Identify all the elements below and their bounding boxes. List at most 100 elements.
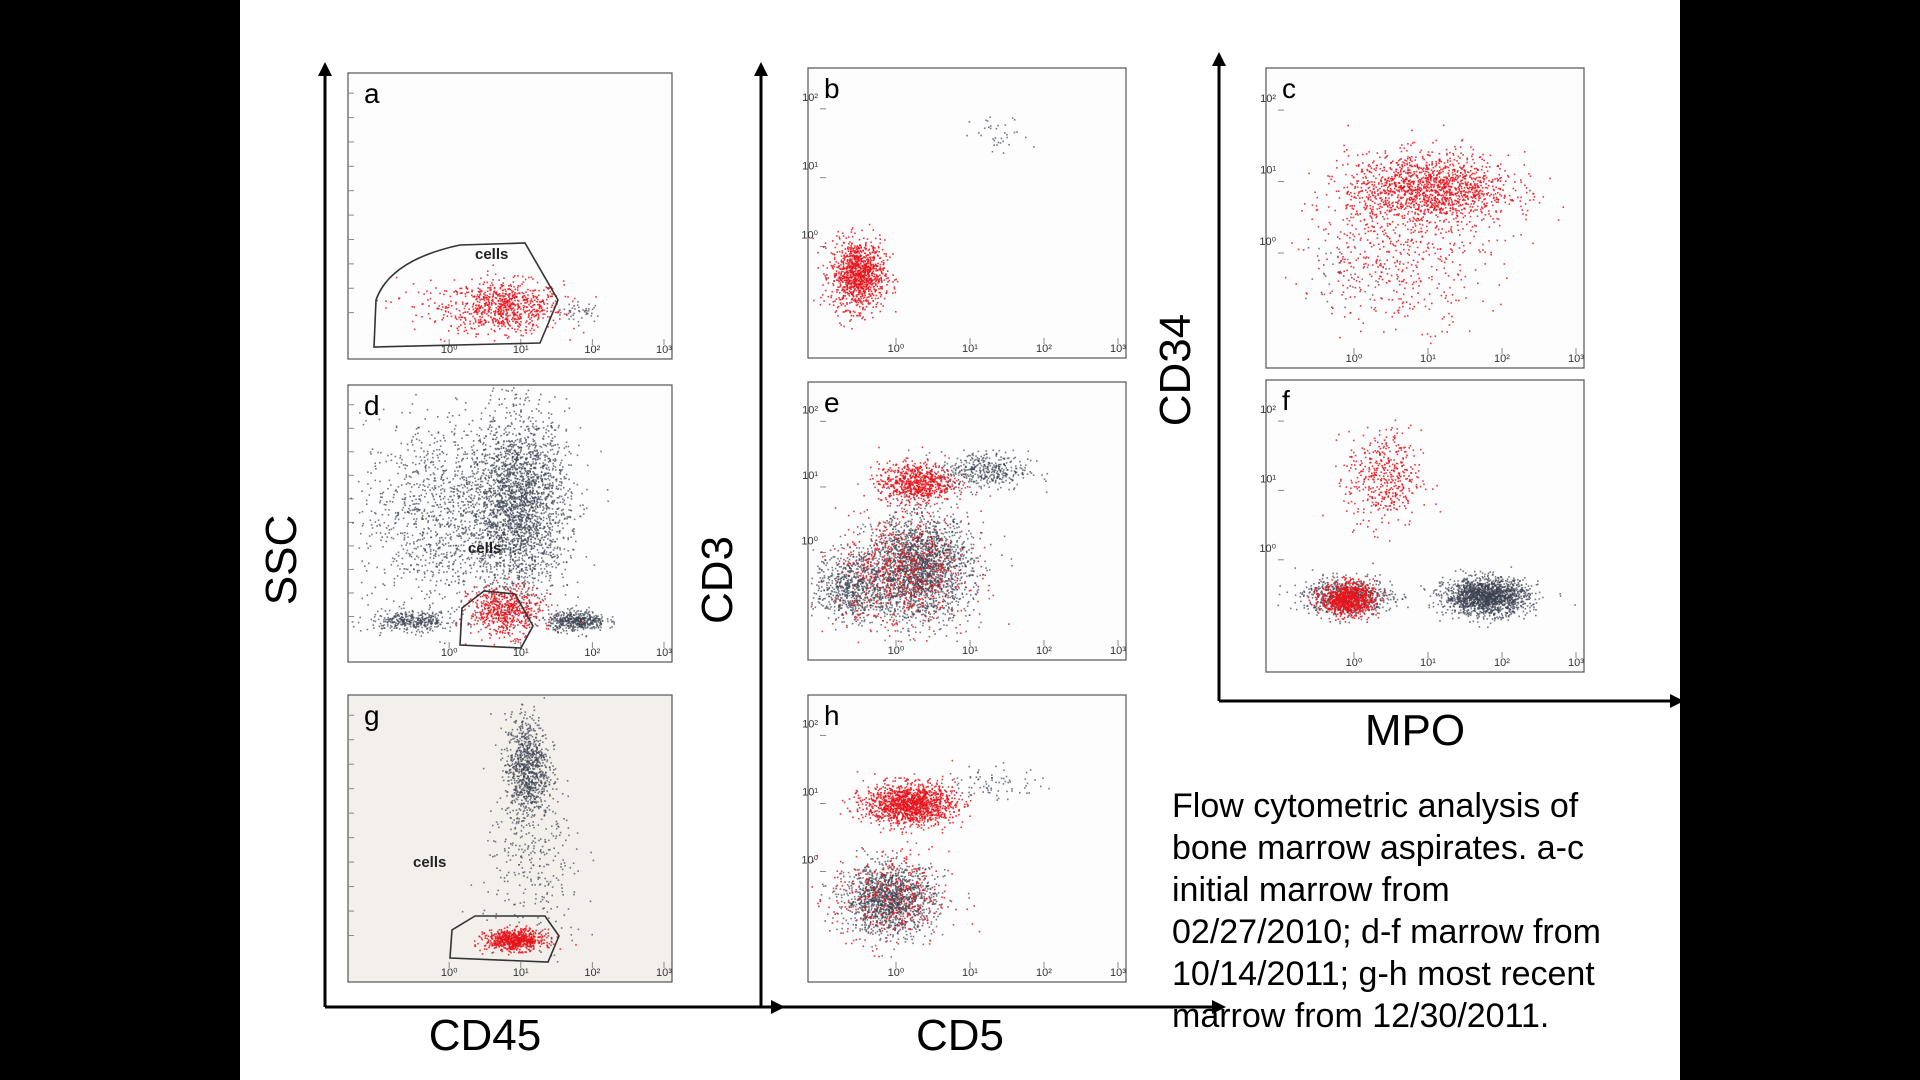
event-dot xyxy=(522,297,524,299)
event-dot xyxy=(523,281,525,283)
event-dot xyxy=(1433,247,1435,249)
event-dot xyxy=(1409,157,1411,159)
event-dot xyxy=(857,273,859,275)
event-dot xyxy=(1456,160,1458,162)
event-dot xyxy=(548,475,550,477)
event-dot xyxy=(1389,183,1391,185)
event-dot xyxy=(595,305,597,307)
event-dot xyxy=(1455,148,1457,150)
event-dot xyxy=(1445,207,1447,209)
event-dot xyxy=(855,301,857,303)
event-dot xyxy=(522,502,524,504)
panel-c-letter: c xyxy=(1282,73,1296,104)
event-dot xyxy=(467,302,469,304)
event-dot xyxy=(551,477,553,479)
event-dot xyxy=(481,321,483,323)
event-dot xyxy=(1465,196,1467,198)
event-dot xyxy=(832,291,834,293)
event-dot xyxy=(1329,222,1331,224)
event-dot xyxy=(1444,204,1446,206)
event-dot xyxy=(1413,282,1415,284)
event-dot xyxy=(1369,274,1371,276)
event-dot xyxy=(536,426,538,428)
event-dot xyxy=(1372,191,1374,193)
event-dot xyxy=(1465,276,1467,278)
event-dot xyxy=(1367,267,1369,269)
event-dot xyxy=(1438,283,1440,285)
event-dot xyxy=(538,457,540,459)
event-dot xyxy=(1428,211,1430,213)
event-dot xyxy=(1393,214,1395,216)
event-dot xyxy=(1357,195,1359,197)
event-dot xyxy=(505,302,507,304)
event-dot xyxy=(517,505,519,507)
event-dot xyxy=(473,445,475,447)
event-dot xyxy=(853,250,855,252)
event-dot xyxy=(1484,205,1486,207)
event-dot xyxy=(456,294,458,296)
event-dot xyxy=(1409,308,1411,310)
event-dot xyxy=(1462,196,1464,198)
event-dot xyxy=(591,315,593,317)
event-dot xyxy=(1431,266,1433,268)
event-dot xyxy=(1415,156,1417,158)
event-dot xyxy=(513,276,515,278)
event-dot xyxy=(1385,197,1387,199)
event-dot xyxy=(1504,263,1506,265)
x-tick-label: 10¹ xyxy=(513,647,529,659)
event-dot xyxy=(1504,195,1506,197)
event-dot xyxy=(1382,176,1384,178)
event-dot xyxy=(1367,192,1369,194)
event-dot xyxy=(1413,183,1415,185)
event-dot xyxy=(1429,293,1431,295)
event-dot xyxy=(1423,159,1425,161)
event-dot xyxy=(1494,200,1496,202)
event-dot xyxy=(1477,215,1479,217)
event-dot xyxy=(864,292,866,294)
event-dot xyxy=(396,277,398,279)
event-dot xyxy=(860,312,862,314)
event-dot xyxy=(1464,215,1466,217)
event-dot xyxy=(531,333,533,335)
event-dot xyxy=(504,298,506,300)
event-dot xyxy=(1445,232,1447,234)
event-dot xyxy=(1492,179,1494,181)
event-dot xyxy=(880,266,882,268)
event-dot xyxy=(509,529,511,531)
event-dot xyxy=(832,267,834,269)
event-dot xyxy=(883,264,885,266)
event-dot xyxy=(1349,237,1351,239)
event-dot xyxy=(1460,204,1462,206)
event-dot xyxy=(1443,268,1445,270)
event-dot xyxy=(824,275,826,277)
event-dot xyxy=(536,297,538,299)
event-dot xyxy=(1374,182,1376,184)
event-dot xyxy=(992,138,994,140)
event-dot xyxy=(1396,162,1398,164)
event-dot xyxy=(1373,231,1375,233)
event-dot xyxy=(1403,279,1405,281)
event-dot xyxy=(498,454,500,456)
event-dot xyxy=(1374,191,1376,193)
event-dot xyxy=(1419,152,1421,154)
event-dot xyxy=(1025,137,1027,139)
event-dot xyxy=(844,305,846,307)
event-dot xyxy=(572,301,574,303)
event-dot xyxy=(1423,167,1425,169)
event-dot xyxy=(864,319,866,321)
event-dot xyxy=(448,307,450,309)
event-dot xyxy=(476,305,478,307)
event-dot xyxy=(1440,190,1442,192)
event-dot xyxy=(1415,265,1417,267)
event-dot xyxy=(1395,184,1397,186)
x-tick-label: 10³ xyxy=(1568,353,1584,365)
event-dot xyxy=(1460,146,1462,148)
event-dot xyxy=(1438,192,1440,194)
event-dot xyxy=(498,628,500,630)
event-dot xyxy=(1382,279,1384,281)
event-dot xyxy=(1451,232,1453,234)
event-dot xyxy=(471,568,473,570)
event-dot xyxy=(1426,250,1428,252)
event-dot xyxy=(1520,181,1522,183)
event-dot xyxy=(524,572,526,574)
